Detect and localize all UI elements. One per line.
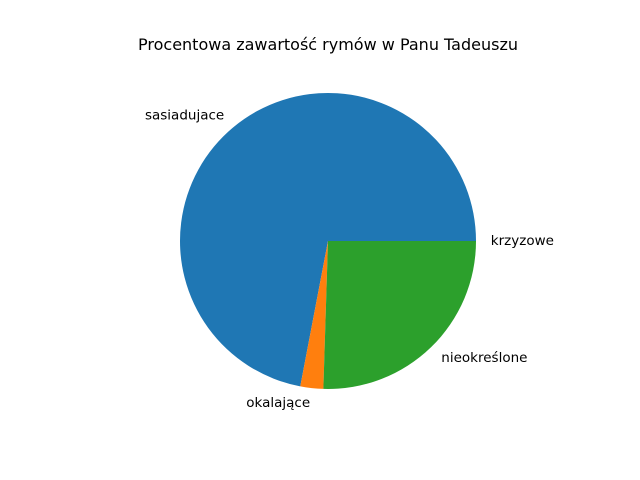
pie-slices — [180, 93, 477, 390]
pie-labels: krzyzowe sasiadujace okalające nieokreślone — [145, 108, 554, 411]
pie-slice-1 — [180, 93, 477, 387]
pie-label-0: krzyzowe — [491, 233, 554, 249]
chart-title: Procentowa zawartość rymów w Panu Tadeus… — [138, 35, 518, 54]
pie-label-1: sasiadujace — [145, 108, 224, 124]
pie-slice-3 — [323, 241, 477, 390]
pie-label-3: nieokreślone — [441, 350, 527, 366]
pie-label-2: okalające — [246, 395, 310, 411]
pie-slice-2 — [300, 241, 328, 389]
